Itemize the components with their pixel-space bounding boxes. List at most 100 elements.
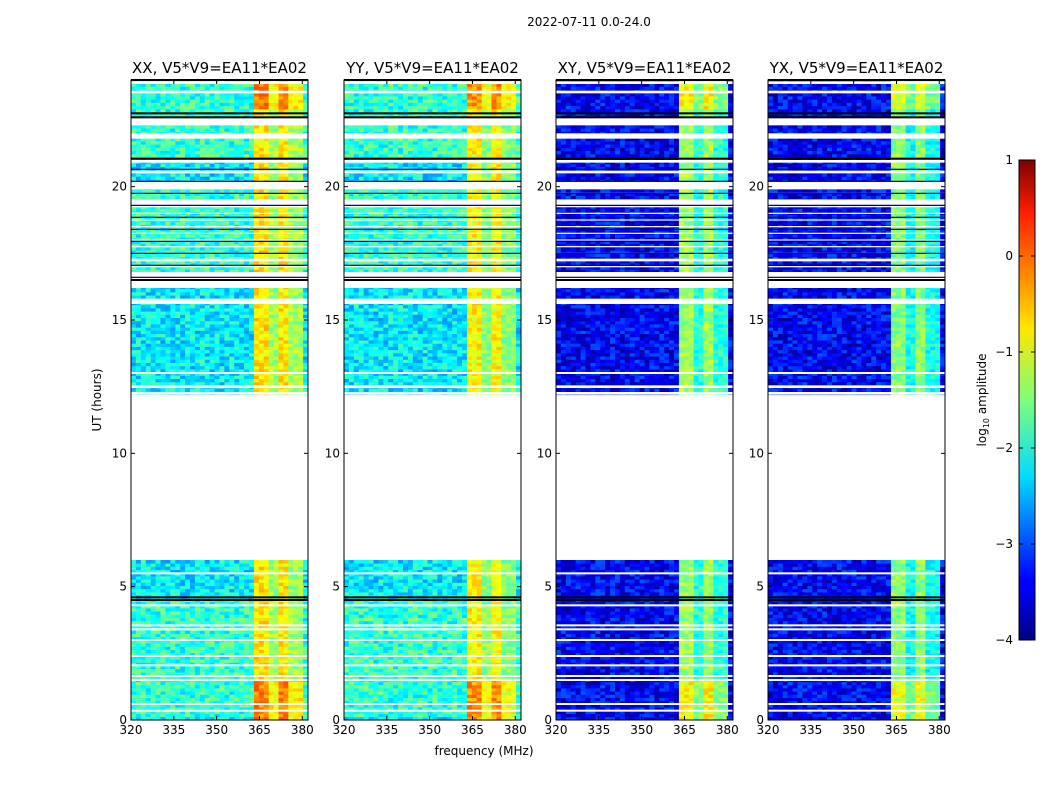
heatmap-cell (195, 688, 200, 692)
heatmap-cell (283, 669, 288, 673)
heatmap-cell (239, 621, 244, 625)
heatmap-cell (224, 586, 229, 590)
heatmap-cell (283, 586, 288, 590)
heatmap-cell (293, 388, 298, 392)
heatmap-cell (161, 659, 166, 663)
heatmap-cell (175, 630, 180, 634)
heatmap-cell (229, 589, 234, 593)
heatmap-cell (161, 688, 166, 692)
heatmap-cell (254, 621, 259, 625)
heatmap-cell (146, 630, 151, 634)
heatmap-cell (264, 643, 269, 647)
heatmap-cell (279, 563, 284, 567)
heatmap-cell (254, 698, 259, 702)
heatmap-cell (239, 382, 244, 386)
heatmap-cell (224, 682, 229, 686)
heatmap-cell (161, 714, 166, 718)
heatmap-cell (161, 576, 166, 580)
heatmap-cell (288, 560, 293, 564)
heatmap-cell (288, 682, 293, 686)
heatmap-cell (220, 566, 225, 570)
heatmap-cell (161, 685, 166, 689)
heatmap-cell (136, 608, 141, 612)
heatmap-cell (259, 630, 264, 634)
heatmap-cell (205, 621, 210, 625)
heatmap-cell (254, 643, 259, 647)
heatmap-cell (151, 650, 156, 654)
heatmap-cell (249, 643, 254, 647)
heatmap-cell (195, 576, 200, 580)
heatmap-cell (229, 388, 234, 392)
heatmap-cell (298, 669, 303, 673)
heatmap-cell (151, 685, 156, 689)
heatmap-cell (269, 592, 274, 596)
heatmap-cell (146, 691, 151, 695)
heatmap-cell (298, 582, 303, 586)
heatmap-cell (136, 714, 141, 718)
heatmap-cell (244, 586, 249, 590)
heatmap-cell (279, 611, 284, 615)
heatmap-cell (131, 579, 136, 583)
heatmap-cell (244, 694, 249, 698)
heatmap-cell (156, 618, 161, 622)
heatmap-cell (259, 582, 264, 586)
heatmap-cell (220, 714, 225, 718)
heatmap-cell (185, 621, 190, 625)
heatmap-cell (234, 382, 239, 386)
heatmap-cell (224, 634, 229, 638)
heatmap-cell (131, 563, 136, 567)
heatmap-cell (264, 592, 269, 596)
heatmap-cell (146, 566, 151, 570)
heatmap-cell (279, 643, 284, 647)
heatmap-cell (146, 563, 151, 567)
heatmap-cell (185, 698, 190, 702)
heatmap-cell (200, 646, 205, 650)
heatmap-cell (293, 688, 298, 692)
heatmap-cell (224, 589, 229, 593)
heatmap-cell (161, 643, 166, 647)
heatmap-cell (254, 586, 259, 590)
heatmap-cell (151, 714, 156, 718)
heatmap-cell (185, 634, 190, 638)
heatmap-cell (283, 634, 288, 638)
heatmap-cell (224, 643, 229, 647)
heatmap-cell (151, 643, 156, 647)
heatmap-cell (141, 646, 146, 650)
heatmap-cell (210, 563, 215, 567)
heatmap-cell (288, 614, 293, 618)
heatmap-cell (151, 576, 156, 580)
heatmap-cell (274, 382, 279, 386)
heatmap-cell (279, 621, 284, 625)
heatmap-cell (269, 566, 274, 570)
heatmap-cell (136, 643, 141, 647)
heatmap-cell (180, 659, 185, 663)
heatmap-cell (175, 688, 180, 692)
heatmap-cell (279, 688, 284, 692)
heatmap-cell (161, 382, 166, 386)
heatmap-cell (298, 576, 303, 580)
heatmap-cell (185, 659, 190, 663)
heatmap-cell (146, 646, 151, 650)
heatmap-cell (205, 659, 210, 663)
heatmap-cell (229, 698, 234, 702)
heatmap-cell (185, 589, 190, 593)
heatmap-cell (259, 560, 264, 564)
heatmap-cell (170, 634, 175, 638)
heatmap-cell (274, 630, 279, 634)
heatmap-cell (220, 560, 225, 564)
heatmap-cell (200, 714, 205, 718)
heatmap-cell (210, 646, 215, 650)
heatmap-cell (239, 685, 244, 689)
heatmap-cell (205, 614, 210, 618)
heatmap-cell (195, 566, 200, 570)
heatmap-cell (146, 669, 151, 673)
heatmap-cell (239, 691, 244, 695)
heatmap-cell (283, 643, 288, 647)
heatmap-cell (151, 659, 156, 663)
heatmap-cell (165, 589, 170, 593)
heatmap-cell (259, 646, 264, 650)
heatmap-cell (165, 576, 170, 580)
heatmap-cell (185, 685, 190, 689)
heatmap-cell (146, 382, 151, 386)
heatmap-cell (146, 659, 151, 663)
